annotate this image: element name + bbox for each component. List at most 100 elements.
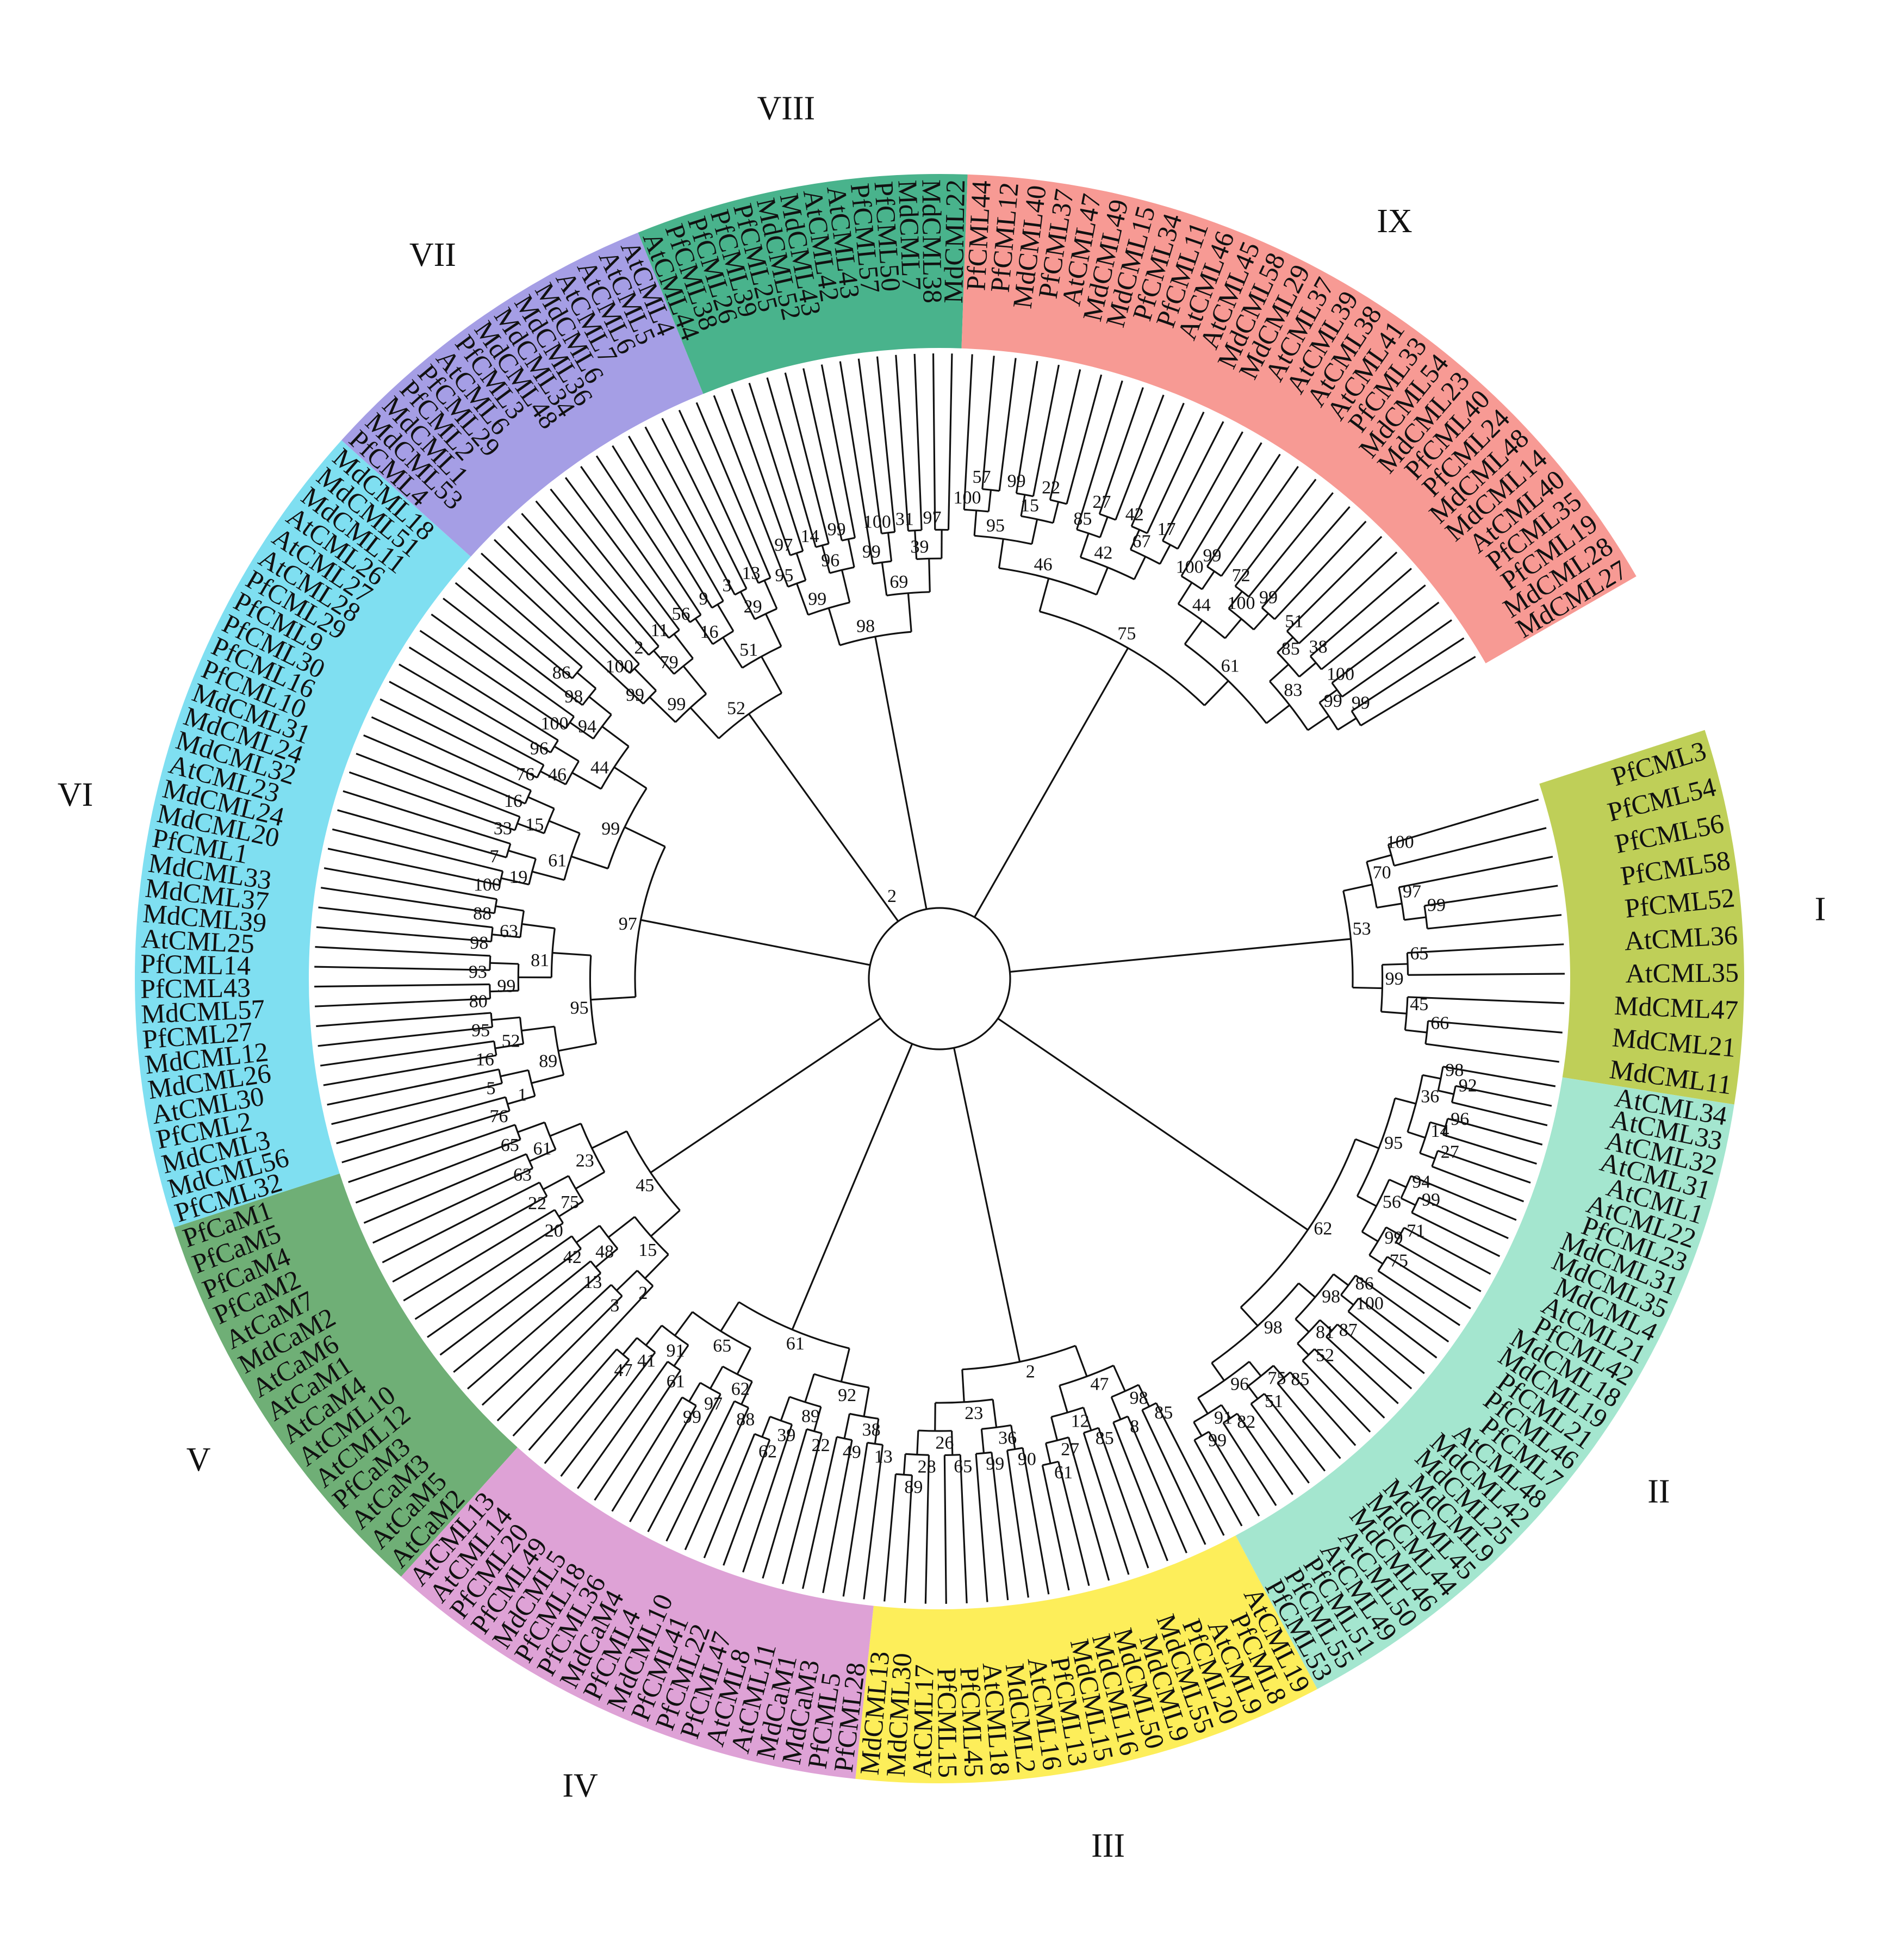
bootstrap-value: 8 — [1130, 1416, 1139, 1436]
bootstrap-value: 65 — [501, 1135, 519, 1155]
leaf-label: AtCML17 — [906, 1664, 940, 1778]
bootstrap-value: 95 — [471, 1021, 490, 1041]
bootstrap-value: 100 — [606, 657, 633, 677]
bootstrap-value: 61 — [1221, 656, 1240, 676]
clade-band-VII — [341, 232, 704, 557]
bootstrap-value: 79 — [660, 652, 679, 673]
bootstrap-value: 15 — [525, 815, 544, 835]
bootstrap-value: 69 — [889, 572, 908, 592]
bootstrap-value: 99 — [626, 685, 644, 705]
bootstrap-value: 85 — [1154, 1403, 1173, 1423]
bootstrap-value: 96 — [1451, 1109, 1469, 1129]
bootstrap-value: 15 — [638, 1240, 657, 1260]
bootstrap-value: 47 — [1090, 1374, 1109, 1395]
bootstrap-value: 99 — [1324, 691, 1342, 711]
bootstrap-value: 17 — [1157, 519, 1175, 539]
bootstrap-value: 76 — [490, 1106, 508, 1127]
bootstrap-value: 9 — [699, 589, 708, 609]
bootstrap-value: 47 — [614, 1360, 633, 1380]
leaf-label: MdCML7 — [892, 179, 927, 291]
bootstrap-value: 96 — [530, 738, 549, 758]
bootstrap-value: 27 — [1441, 1142, 1459, 1162]
bootstrap-value: 88 — [473, 904, 491, 924]
bootstrap-value: 57 — [972, 467, 991, 487]
bootstrap-value: 70 — [1373, 863, 1391, 883]
bootstrap-value: 83 — [1284, 680, 1302, 700]
bootstrap-value: 20 — [545, 1221, 563, 1241]
bootstrap-value: 51 — [1265, 1391, 1283, 1411]
bootstrap-value: 63 — [500, 922, 518, 942]
bootstrap-value: 99 — [1259, 588, 1278, 608]
bootstrap-value: 99 — [1422, 1190, 1440, 1210]
bootstrap-value: 22 — [812, 1435, 830, 1455]
bootstrap-value: 89 — [539, 1051, 557, 1072]
leaf-label: PfCML45 — [954, 1666, 990, 1778]
bootstrap-value: 61 — [667, 1372, 685, 1392]
bootstrap-value: 98 — [1264, 1318, 1283, 1338]
bootstrap-value: 99 — [1384, 1228, 1403, 1248]
bootstrap-value: 61 — [786, 1334, 805, 1354]
bootstrap-value: 92 — [838, 1385, 856, 1405]
bootstrap-value: 61 — [533, 1139, 551, 1159]
bootstrap-value: 52 — [502, 1031, 520, 1051]
bootstrap-value: 100 — [1228, 593, 1255, 613]
bootstrap-value: 97 — [774, 535, 793, 555]
bootstrap-value: 85 — [1281, 639, 1300, 659]
bootstrap-value: 3 — [610, 1296, 619, 1316]
bootstrap-value: 27 — [1092, 492, 1111, 512]
root-bootstrap-value: 2 — [887, 886, 897, 906]
bootstrap-value: 91 — [1214, 1408, 1233, 1428]
bootstrap-value: 29 — [744, 597, 762, 617]
bootstrap-value: 94 — [1412, 1172, 1430, 1192]
bootstrap-value: 39 — [911, 537, 929, 557]
bootstrap-value: 42 — [1094, 543, 1112, 563]
bootstrap-value: 86 — [552, 663, 571, 683]
leaf-label: PfCML14 — [140, 948, 251, 981]
bootstrap-value: 99 — [808, 589, 826, 609]
bootstrap-value: 26 — [935, 1433, 954, 1453]
bootstrap-value: 16 — [476, 1050, 494, 1070]
leaf-label: AtCML35 — [1625, 957, 1739, 988]
tree-root-circle — [868, 907, 1011, 1050]
bootstrap-value: 14 — [1430, 1121, 1449, 1141]
clade-band-IV — [401, 1447, 874, 1779]
clade-label-II: II — [1647, 1473, 1670, 1510]
bootstrap-value: 99 — [827, 519, 846, 539]
bootstrap-value: 19 — [509, 867, 527, 887]
bootstrap-value: 99 — [1385, 969, 1404, 989]
clade-band-VIII — [638, 174, 968, 394]
bootstrap-value: 33 — [494, 818, 512, 838]
bootstrap-value: 96 — [1230, 1374, 1249, 1394]
bootstrap-value: 97 — [923, 508, 941, 528]
bootstrap-value: 89 — [904, 1477, 923, 1497]
bootstrap-value: 97 — [704, 1394, 723, 1414]
bootstrap-value: 100 — [474, 875, 501, 895]
bootstrap-value: 67 — [1133, 531, 1151, 551]
bootstrap-value: 65 — [1410, 943, 1428, 963]
bootstrap-value: 98 — [1322, 1287, 1340, 1307]
bootstrap-value: 51 — [739, 640, 758, 660]
bootstrap-value: 95 — [570, 998, 589, 1018]
clade-label-V: V — [186, 1441, 211, 1478]
bootstrap-value: 27 — [1061, 1439, 1079, 1459]
bootstrap-value: 87 — [1339, 1320, 1358, 1340]
bootstrap-value: 85 — [1291, 1369, 1309, 1389]
bootstrap-value: 65 — [713, 1336, 731, 1356]
bootstrap-value: 95 — [986, 516, 1005, 536]
bootstrap-value: 38 — [862, 1420, 881, 1440]
bootstrap-value: 99 — [1352, 693, 1370, 713]
bootstrap-value: 99 — [1203, 545, 1222, 565]
bootstrap-value: 100 — [541, 713, 569, 733]
bootstrap-value: 48 — [595, 1242, 614, 1262]
bootstrap-value: 98 — [856, 617, 875, 637]
bootstrap-value: 98 — [1445, 1060, 1464, 1080]
bootstrap-value: 13 — [874, 1447, 893, 1467]
bootstrap-value: 31 — [895, 509, 914, 529]
bootstrap-value: 86 — [1355, 1274, 1374, 1294]
bootstrap-value: 53 — [1353, 919, 1371, 939]
bootstrap-value: 82 — [1237, 1412, 1255, 1432]
leaf-label: MdCML22 — [938, 179, 971, 304]
bootstrap-value: 16 — [504, 791, 522, 811]
clade-color-bands — [134, 174, 1744, 1783]
